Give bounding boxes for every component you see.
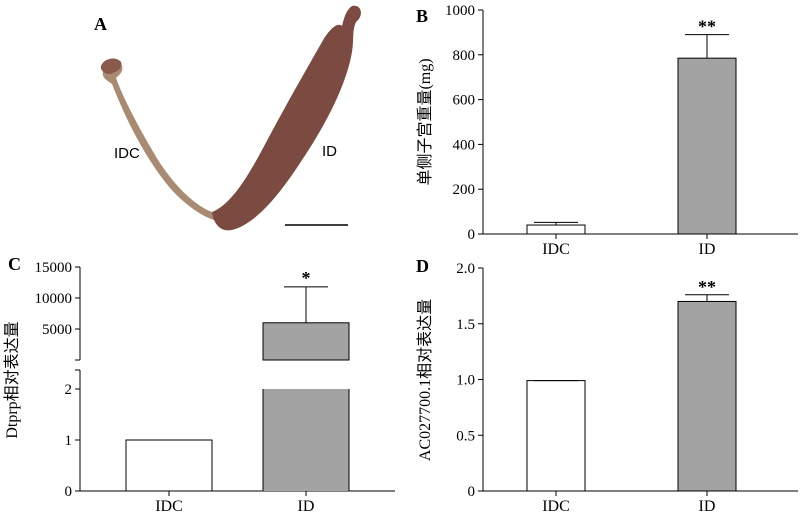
x-tick-label: ID <box>298 498 315 511</box>
uterus-right-horn <box>212 5 361 231</box>
y-tick-label: 0 <box>468 484 476 500</box>
y-tick-label: 400 <box>453 137 476 153</box>
y-tick-label: 1000 <box>445 3 475 19</box>
panel-c-chart: C 0 1 2 5000 10000 15000 * IDC ID Dtprp相对表达量 <box>3 254 395 515</box>
x-tick-label: IDC <box>542 241 570 258</box>
x-tick-label: IDC <box>542 498 570 511</box>
y-tick-label: 1.5 <box>456 317 475 333</box>
y-axis-title: Dtprp相对表达量 <box>3 321 21 438</box>
x-tick-label: ID <box>699 241 716 258</box>
panel-a-letter: A <box>94 14 107 34</box>
significance-mark: ** <box>698 277 716 297</box>
x-tick-label: ID <box>699 498 716 511</box>
y-tick-label: 10000 <box>35 291 73 307</box>
bar-id-lower <box>263 389 349 491</box>
y-tick-label: 0 <box>65 484 73 500</box>
uterus-left-horn <box>102 62 220 222</box>
y-tick-label: 600 <box>453 93 476 109</box>
panel-d-letter: D <box>416 256 429 276</box>
panel-b-chart: B 0 200 400 600 800 1000 ** IDC ID 单侧子宫重量(mg) <box>416 3 798 258</box>
bar-idc <box>526 380 586 492</box>
y-tick-label: 1 <box>65 433 73 449</box>
uterus-photo <box>100 5 361 231</box>
significance-mark: * <box>302 268 311 288</box>
y-tick-label: 200 <box>453 182 476 198</box>
bar-id-upper <box>262 322 350 361</box>
x-tick-label: IDC <box>155 498 183 511</box>
bar-idc <box>125 439 213 492</box>
y-tick-label: 15000 <box>35 260 73 276</box>
uterus-left-tip <box>100 58 122 74</box>
bar-id <box>677 300 737 492</box>
y-tick-label: 2.0 <box>456 261 475 277</box>
y-tick-label: 2 <box>65 382 73 398</box>
bar-id <box>677 57 737 235</box>
idc-photo-label: IDC <box>114 145 140 162</box>
panel-a: A IDC ID <box>94 5 361 231</box>
bar-idc <box>526 224 586 235</box>
y-tick-label: 0.5 <box>456 428 475 444</box>
y-tick-label: 800 <box>453 48 476 64</box>
panel-c-letter: C <box>8 254 21 274</box>
y-tick-label: 5000 <box>42 322 72 338</box>
y-axis-title: AC027700.1相对表达量 <box>416 299 434 461</box>
panel-d-chart: D 0 0.5 1.0 1.5 2.0 ** IDC ID AC027700.1相对表达量 <box>416 256 798 515</box>
y-tick-label: 1.0 <box>456 373 475 389</box>
y-axis-title: 单侧子宫重量(mg) <box>416 58 434 185</box>
significance-mark: ** <box>698 17 716 37</box>
y-tick-label: 0 <box>468 227 476 243</box>
panel-b-letter: B <box>416 6 428 26</box>
id-photo-label: ID <box>322 143 337 160</box>
